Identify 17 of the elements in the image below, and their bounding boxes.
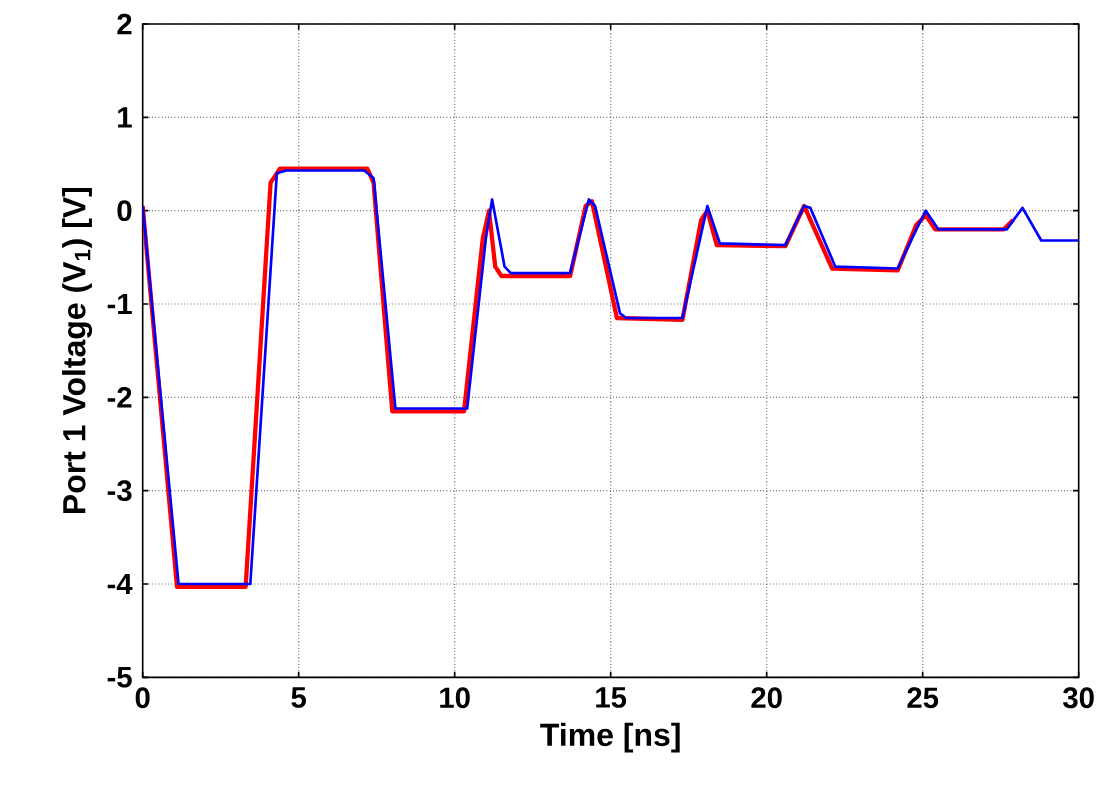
- y-tick-label: -5: [107, 666, 132, 688]
- x-tick-label: 5: [291, 687, 307, 708]
- x-tick-label: 10: [440, 687, 470, 708]
- x-tick-label: 0: [135, 687, 150, 708]
- y-tick-label: -3: [107, 480, 132, 501]
- x-tick-label: 15: [596, 687, 627, 708]
- y-axis-title: Port 1 Voltage (V$_{1}$) [V]: [62, 187, 93, 513]
- y-tick-label: -4: [107, 573, 133, 594]
- x-tick-label: 30: [1063, 687, 1094, 709]
- x-tick-label: 25: [907, 687, 939, 708]
- y-tick-label: -2: [107, 386, 132, 408]
- y-tick-label: -1: [107, 293, 132, 314]
- x-axis-title: Time [ns]: [540, 722, 680, 753]
- y-tick-label: 2: [117, 13, 132, 35]
- y-tick-label: 1: [118, 107, 132, 128]
- y-tick-label: 0: [117, 200, 132, 221]
- x-tick-label: 20: [751, 687, 782, 708]
